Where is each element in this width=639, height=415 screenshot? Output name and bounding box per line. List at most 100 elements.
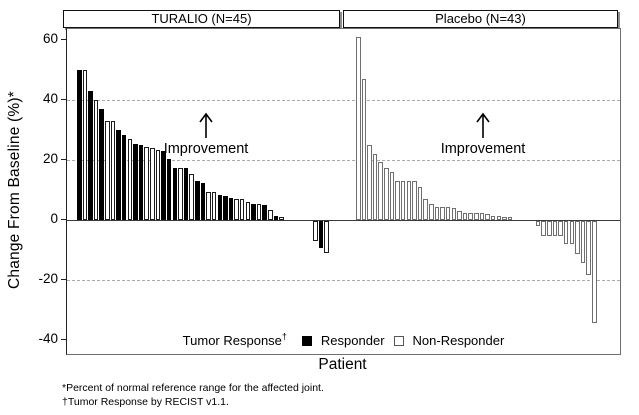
patient-bar bbox=[93, 100, 99, 220]
patient-bar bbox=[563, 221, 569, 244]
tumor-response-legend: Tumor Response† Responder Non-Responder bbox=[67, 331, 620, 348]
y-tick-label: -20 bbox=[38, 271, 58, 286]
patient-bar bbox=[88, 91, 93, 220]
patient-bar bbox=[228, 197, 234, 220]
patient-bar bbox=[324, 221, 329, 253]
patient-bar bbox=[155, 149, 161, 220]
patient-bar bbox=[429, 203, 434, 220]
patient-bar bbox=[200, 182, 206, 220]
patient-bar bbox=[485, 214, 490, 220]
patient-bar bbox=[423, 199, 428, 220]
patient-bar bbox=[82, 70, 88, 220]
patient-bar bbox=[144, 146, 149, 220]
patient-bar bbox=[245, 202, 251, 220]
patient-bar bbox=[183, 167, 189, 220]
patient-bar bbox=[313, 221, 318, 241]
improvement-annotation-placebo: Improvement bbox=[428, 111, 538, 158]
patient-bar bbox=[127, 139, 133, 220]
patient-bar bbox=[116, 130, 121, 220]
responder-swatch-icon bbox=[301, 335, 312, 346]
patient-bar bbox=[105, 121, 110, 220]
patient-bar bbox=[378, 161, 383, 220]
y-tick-mark bbox=[61, 159, 66, 160]
patient-bar bbox=[121, 134, 127, 220]
patient-bar bbox=[474, 212, 479, 220]
dagger-symbol: † bbox=[281, 331, 287, 342]
patient-bar bbox=[195, 181, 200, 220]
patient-bar bbox=[575, 221, 580, 254]
patient-bar bbox=[457, 211, 462, 220]
panel-header-turalio: TURALIO (N=45) bbox=[63, 10, 340, 28]
y-tick-label: 60 bbox=[42, 31, 58, 46]
y-tick-mark bbox=[61, 99, 66, 100]
panel-header-placebo: Placebo (N=43) bbox=[343, 10, 618, 28]
patient-bar bbox=[592, 221, 597, 323]
patient-bar bbox=[541, 221, 546, 236]
patient-bar bbox=[451, 208, 457, 220]
patient-bar bbox=[384, 167, 389, 220]
patient-bar bbox=[395, 181, 400, 220]
patient-bar bbox=[150, 148, 155, 220]
patient-bar bbox=[189, 173, 194, 220]
gridline-40 bbox=[67, 100, 620, 101]
patient-bar bbox=[356, 37, 361, 220]
patient-bar bbox=[479, 212, 485, 220]
patient-bar bbox=[161, 151, 166, 220]
responder-label: Responder bbox=[320, 333, 385, 348]
patient-bar bbox=[502, 217, 507, 220]
patient-bar bbox=[318, 221, 324, 248]
patient-bar bbox=[172, 167, 178, 220]
zero-baseline bbox=[67, 220, 620, 221]
y-tick-mark bbox=[61, 339, 66, 340]
patient-bar bbox=[440, 206, 445, 220]
y-tick-label: 20 bbox=[42, 151, 58, 166]
legend-title: Tumor Response† bbox=[182, 331, 287, 348]
patient-bar bbox=[586, 221, 591, 275]
patient-bar bbox=[580, 221, 586, 263]
patient-bar bbox=[507, 217, 513, 220]
patient-bar bbox=[389, 172, 395, 220]
patient-bar bbox=[496, 215, 501, 220]
up-arrow-icon bbox=[199, 112, 213, 138]
patient-bar bbox=[99, 109, 104, 220]
patient-bar bbox=[262, 205, 267, 220]
patient-bar bbox=[547, 221, 552, 236]
patient-bar bbox=[110, 121, 116, 220]
patient-bar bbox=[367, 145, 372, 220]
patient-bar bbox=[178, 167, 183, 220]
improvement-label: Improvement bbox=[163, 141, 249, 157]
patient-bar bbox=[468, 212, 473, 220]
patient-bar bbox=[372, 154, 378, 220]
patient-bar bbox=[211, 191, 217, 220]
gridline-20 bbox=[67, 160, 620, 161]
patient-bar bbox=[256, 203, 262, 220]
plot-area: Improvement Improvement Tumor Response† … bbox=[66, 28, 621, 355]
patient-bar bbox=[133, 143, 138, 220]
y-tick-label: 0 bbox=[50, 211, 58, 226]
patient-bar bbox=[77, 70, 82, 220]
x-axis-title: Patient bbox=[318, 356, 367, 373]
patient-bar bbox=[569, 221, 575, 244]
patient-bar bbox=[417, 187, 423, 220]
patient-bar bbox=[558, 221, 563, 236]
patient-bar bbox=[406, 181, 412, 220]
patient-bar bbox=[223, 196, 228, 220]
patient-bar bbox=[239, 199, 245, 220]
y-tick-mark bbox=[61, 279, 66, 280]
improvement-label: Improvement bbox=[440, 141, 526, 157]
improvement-annotation-turalio: Improvement bbox=[151, 111, 261, 158]
patient-bar bbox=[217, 194, 222, 220]
y-tick-label: -40 bbox=[38, 331, 58, 346]
patient-bar bbox=[268, 209, 273, 220]
footnote-recist: †Tumor Response by RECIST v1.1. bbox=[62, 396, 229, 408]
patient-bar bbox=[462, 212, 468, 220]
patient-bar bbox=[166, 158, 172, 220]
patient-bar bbox=[434, 206, 440, 220]
y-tick-mark bbox=[61, 219, 66, 220]
non-responder-swatch-icon bbox=[393, 335, 404, 346]
y-tick-label: 40 bbox=[42, 91, 58, 106]
patient-bar bbox=[445, 206, 451, 220]
patient-bar bbox=[279, 217, 284, 220]
patient-bar bbox=[234, 199, 239, 220]
